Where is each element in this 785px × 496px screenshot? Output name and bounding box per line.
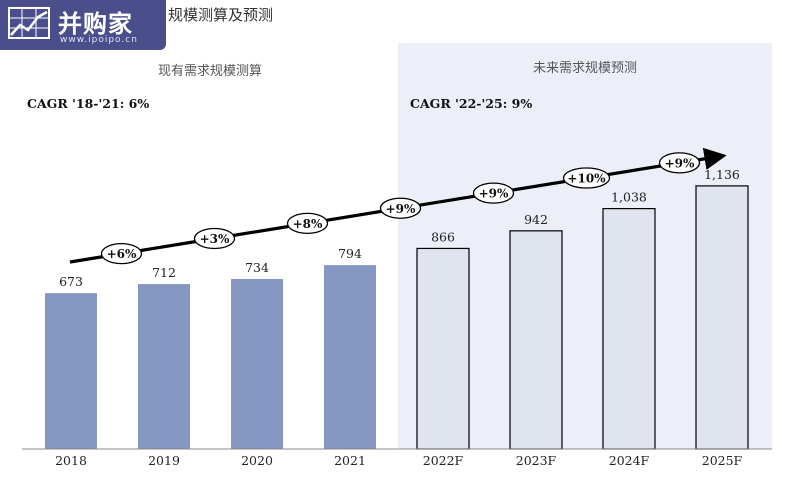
- growth-label: +6%: [107, 247, 137, 261]
- x-tick-label-2021: 2021: [334, 453, 366, 468]
- bar-2025F: [695, 185, 749, 450]
- chart-title: 规模测算及预测: [168, 6, 274, 24]
- growth-label: +10%: [567, 172, 606, 186]
- bar-2024F: [602, 207, 656, 450]
- value-label-2025F: 1,136: [704, 167, 740, 182]
- actual-panel-label: 现有需求规模测算: [158, 64, 262, 79]
- forecast-panel-label: 未来需求规模预测: [533, 61, 637, 76]
- x-tick-label-2018: 2018: [55, 453, 87, 468]
- logo-name: 并购家: [58, 10, 133, 38]
- bar-2019: [138, 284, 190, 449]
- x-tick-label-2024F: 2024F: [609, 453, 650, 468]
- growth-bubble: [100, 242, 143, 265]
- chart-logo-icon: [8, 7, 50, 39]
- bar-2022F: [416, 247, 470, 450]
- actual-cagr-label: CAGR '18-'21: 6%: [27, 96, 149, 111]
- logo-url: www.ipoipo.cn: [60, 35, 138, 45]
- bar-2023F: [509, 230, 563, 450]
- growth-label: +8%: [293, 217, 323, 231]
- x-tick-labels: 2018 2019 2020 2021 2022F 2023F 2024F 2025F: [55, 453, 742, 468]
- x-tick-label-2022F: 2022F: [423, 453, 464, 468]
- value-label-2020: 734: [245, 260, 269, 275]
- x-tick-label-2019: 2019: [148, 453, 180, 468]
- growth-label: +9%: [386, 202, 416, 216]
- growth-bubble: [658, 152, 701, 174]
- value-label-2024F: 1,038: [611, 190, 647, 205]
- value-label-2019: 712: [152, 265, 176, 280]
- growth-label: +9%: [665, 156, 695, 170]
- logo: 并购家 www.ipoipo.cn: [0, 0, 166, 50]
- forecast-cagr-label: CAGR '22-'25: 9%: [410, 96, 532, 111]
- bar-2021: [324, 265, 376, 449]
- growth-bubble: [472, 182, 515, 204]
- value-label-2021: 794: [338, 246, 362, 261]
- x-tick-label-2023F: 2023F: [516, 453, 557, 468]
- growth-bubble: [193, 227, 236, 250]
- growth-bubble: [562, 167, 611, 189]
- growth-label: +3%: [200, 232, 230, 246]
- growth-bubble: [379, 197, 422, 219]
- growth-label: +9%: [479, 187, 509, 201]
- bars-layer: 673 712 734 794 866 942 1,038 1,136: [45, 167, 749, 450]
- x-tick-label-2020: 2020: [241, 453, 273, 468]
- growth-arrow-layer: +6% +3% +8% +9% +9% +10% +9%: [69, 147, 727, 265]
- value-label-2022F: 866: [431, 229, 455, 244]
- value-label-2023F: 942: [524, 212, 548, 227]
- value-label-2018: 673: [59, 274, 83, 289]
- growth-bubble: [286, 212, 329, 235]
- bar-2020: [231, 279, 283, 449]
- x-tick-label-2025F: 2025F: [702, 453, 743, 468]
- bar-2018: [45, 293, 97, 449]
